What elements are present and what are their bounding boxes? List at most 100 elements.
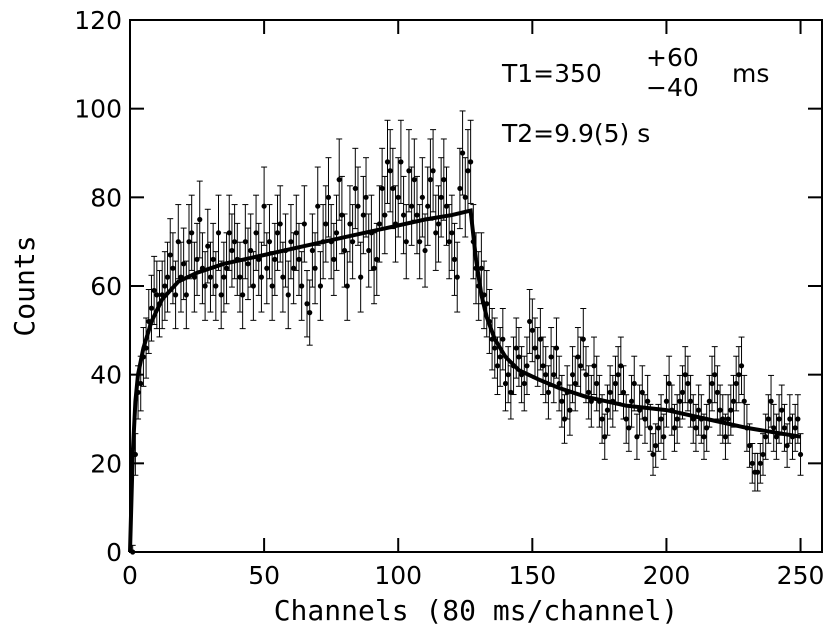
data-point (336, 177, 342, 183)
data-point (755, 469, 761, 475)
x-tick-label: 250 (777, 561, 825, 590)
data-point (661, 434, 667, 440)
data-point (462, 194, 468, 200)
data-point (795, 416, 801, 422)
data-point (360, 212, 366, 218)
data-point (202, 283, 208, 289)
data-point (505, 372, 511, 378)
data-point (618, 363, 624, 369)
data-point (433, 230, 439, 236)
y-tick-label: 60 (90, 272, 122, 301)
data-point (650, 451, 656, 458)
data-point (722, 434, 729, 440)
data-point (253, 230, 259, 236)
data-point (615, 372, 621, 378)
data-point (341, 247, 348, 254)
data-point (417, 239, 423, 245)
data-point (194, 256, 200, 262)
data-point (266, 239, 273, 245)
data-point (575, 354, 581, 360)
data-point (494, 363, 501, 369)
data-point (696, 407, 702, 413)
data-point (773, 434, 780, 440)
data-point (658, 416, 664, 422)
data-point (215, 230, 222, 236)
data-point (323, 221, 329, 227)
data-point (677, 398, 683, 404)
data-point (172, 292, 179, 298)
data-point (138, 380, 144, 387)
data-point (701, 434, 707, 440)
data-point (706, 398, 712, 404)
data-point (653, 443, 659, 449)
data-point (250, 283, 256, 289)
data-point (277, 221, 283, 227)
data-point (387, 168, 393, 174)
data-point (583, 372, 589, 378)
y-tick-label: 100 (74, 95, 122, 124)
data-point (242, 239, 248, 245)
data-point (553, 345, 560, 351)
data-point (288, 239, 294, 245)
data-point (738, 363, 745, 369)
data-point (207, 274, 214, 280)
data-point (325, 194, 332, 200)
data-point (604, 407, 611, 413)
data-point (741, 398, 747, 404)
data-point (529, 327, 535, 333)
data-point (591, 363, 597, 369)
t1-label: T1=350 (501, 59, 602, 88)
data-point (768, 398, 774, 404)
data-point (425, 203, 431, 209)
data-point (186, 239, 192, 245)
data-point (663, 398, 670, 404)
data-point (301, 221, 307, 227)
data-point (400, 212, 407, 218)
data-point (248, 247, 254, 254)
data-point (502, 380, 509, 387)
data-point (167, 252, 173, 258)
data-point (639, 389, 645, 395)
t1-unit: ms (732, 59, 769, 88)
x-tick-label: 100 (374, 561, 422, 590)
data-point (535, 354, 541, 360)
data-point (449, 230, 455, 236)
data-point (175, 239, 181, 245)
data-point (626, 425, 632, 431)
data-point (537, 336, 543, 342)
data-point (733, 380, 739, 387)
data-point (223, 265, 230, 271)
data-point (594, 380, 600, 387)
data-point (347, 221, 353, 227)
data-point (545, 389, 552, 395)
data-point (261, 203, 267, 209)
t1-plus-error: +60 (646, 43, 699, 72)
data-point (374, 256, 380, 262)
data-point (395, 194, 401, 200)
data-point (572, 380, 578, 387)
data-point (620, 389, 627, 395)
data-point (438, 194, 444, 200)
data-point (602, 434, 608, 440)
data-point (218, 292, 224, 298)
data-point (258, 274, 265, 280)
data-point (304, 301, 310, 307)
data-point (580, 336, 586, 342)
data-point (527, 318, 533, 325)
data-point (551, 372, 557, 378)
data-point (709, 380, 715, 387)
data-point (599, 416, 605, 422)
data-point (567, 407, 573, 413)
data-point (148, 305, 155, 311)
data-point (787, 416, 793, 422)
data-point (682, 372, 688, 378)
data-point (559, 398, 565, 404)
data-point (685, 380, 691, 387)
data-point (422, 247, 428, 254)
x-tick-label: 50 (248, 561, 280, 590)
data-point (612, 380, 619, 387)
data-point (154, 292, 160, 298)
data-point (497, 354, 503, 360)
data-point (516, 354, 522, 360)
